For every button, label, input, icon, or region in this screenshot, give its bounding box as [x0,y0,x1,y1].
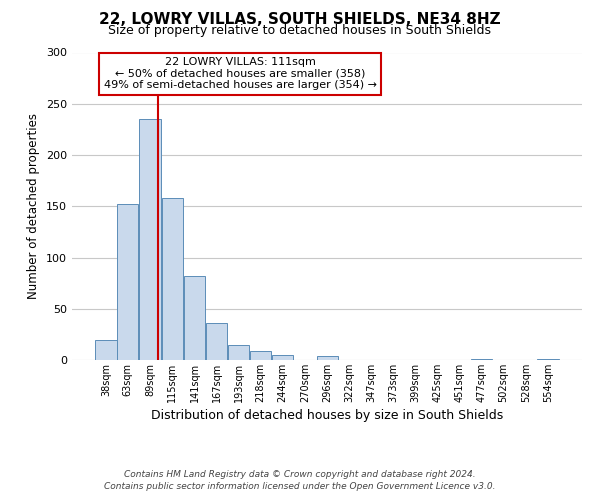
Bar [317,356,338,360]
Bar [228,344,249,360]
Text: Contains HM Land Registry data © Crown copyright and database right 2024.
Contai: Contains HM Land Registry data © Crown c… [104,470,496,491]
Bar [161,198,183,360]
Bar [117,204,139,360]
Bar [206,323,227,360]
Text: 22 LOWRY VILLAS: 111sqm
← 50% of detached houses are smaller (358)
49% of semi-d: 22 LOWRY VILLAS: 111sqm ← 50% of detache… [104,57,377,90]
Bar [471,359,493,360]
Bar [272,355,293,360]
Bar [95,340,116,360]
Text: 22, LOWRY VILLAS, SOUTH SHIELDS, NE34 8HZ: 22, LOWRY VILLAS, SOUTH SHIELDS, NE34 8H… [99,12,501,28]
X-axis label: Distribution of detached houses by size in South Shields: Distribution of detached houses by size … [151,409,503,422]
Bar [139,119,161,360]
Bar [538,359,559,360]
Y-axis label: Number of detached properties: Number of detached properties [28,114,40,299]
Text: Size of property relative to detached houses in South Shields: Size of property relative to detached ho… [109,24,491,37]
Bar [184,276,205,360]
Bar [250,351,271,360]
